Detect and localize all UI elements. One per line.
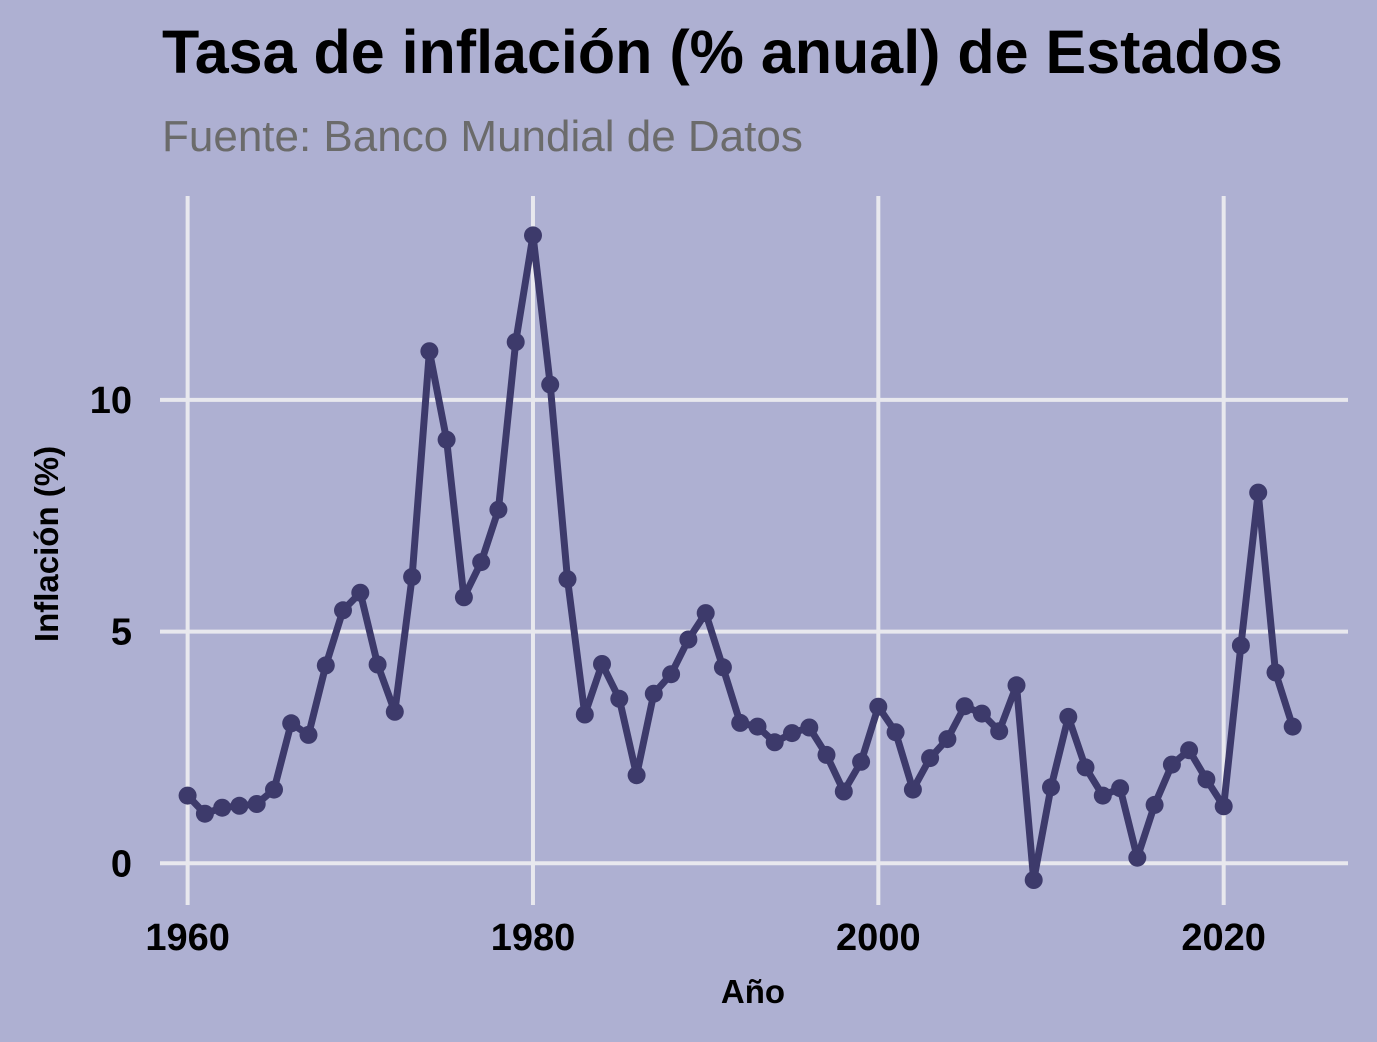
data-point — [713, 658, 732, 677]
data-point — [903, 780, 922, 799]
data-point — [437, 430, 456, 449]
data-point — [748, 717, 767, 736]
data-point — [817, 745, 836, 764]
data-point — [731, 713, 750, 732]
data-point — [385, 702, 404, 721]
data-point — [679, 630, 698, 649]
data-point — [558, 570, 577, 589]
data-point — [299, 725, 318, 744]
x-tick-label: 2000 — [836, 917, 921, 959]
data-point — [938, 730, 957, 749]
data-point — [541, 375, 560, 394]
data-point — [506, 333, 525, 351]
data-point — [178, 786, 197, 805]
data-point — [472, 553, 491, 572]
data-point — [1042, 778, 1060, 797]
data-point — [1249, 483, 1268, 502]
y-axis-label: Inflación (%) — [28, 446, 65, 642]
data-point — [1111, 779, 1130, 798]
data-point — [610, 689, 629, 708]
data-point — [627, 766, 646, 785]
data-point — [1180, 741, 1199, 760]
data-point — [852, 752, 871, 771]
series — [178, 226, 1302, 889]
data-point — [1059, 707, 1078, 726]
data-point — [1076, 758, 1095, 777]
data-point — [230, 796, 249, 815]
y-tick-label: 0 — [111, 843, 132, 885]
data-point — [1283, 717, 1302, 736]
x-tick-label: 1980 — [491, 917, 576, 959]
data-point — [765, 733, 784, 752]
data-point — [1128, 848, 1147, 867]
data-point — [955, 697, 974, 716]
data-point — [644, 684, 663, 703]
data-point — [800, 718, 819, 737]
data-point — [368, 655, 387, 674]
chart-subtitle: Fuente: Banco Mundial de Datos — [162, 112, 803, 161]
data-point — [524, 226, 542, 245]
tick-labels: 0 5 10 1960 1980 2000 2020 — [90, 380, 1266, 959]
data-point — [213, 798, 232, 817]
data-point — [972, 704, 991, 723]
data-point — [696, 604, 715, 623]
data-point — [489, 500, 508, 519]
x-tick-label: 1960 — [145, 917, 230, 959]
data-point — [1093, 786, 1112, 805]
data-point — [1024, 871, 1043, 889]
y-tick-label: 5 — [111, 612, 132, 654]
x-tick-label: 2020 — [1181, 917, 1266, 959]
data-point — [869, 697, 888, 716]
data-point — [1231, 636, 1250, 655]
x-axis-label: Año — [721, 973, 785, 1010]
data-point — [454, 588, 473, 607]
data-point — [265, 780, 283, 799]
data-point — [316, 656, 335, 675]
data-point — [921, 749, 940, 768]
data-point — [834, 782, 853, 801]
data-point — [351, 583, 370, 602]
data-point — [247, 795, 266, 813]
data-point — [195, 804, 214, 823]
grid — [160, 196, 1348, 905]
chart-title: Tasa de inflación (% anual) de Estados — [162, 18, 1283, 86]
data-point — [1197, 770, 1216, 789]
data-point — [1007, 676, 1026, 695]
data-point — [662, 665, 681, 684]
data-point — [420, 342, 439, 361]
data-point — [575, 705, 594, 724]
data-point — [334, 601, 352, 620]
y-tick-label: 10 — [90, 380, 132, 422]
data-point — [403, 567, 422, 586]
data-point — [886, 723, 905, 742]
data-point — [990, 722, 1009, 741]
data-point — [1162, 755, 1181, 774]
data-point — [1214, 797, 1233, 816]
data-point — [783, 724, 801, 743]
data-point — [593, 655, 611, 673]
data-point — [282, 714, 301, 733]
data-point — [1145, 795, 1164, 814]
data-point — [1266, 663, 1285, 682]
